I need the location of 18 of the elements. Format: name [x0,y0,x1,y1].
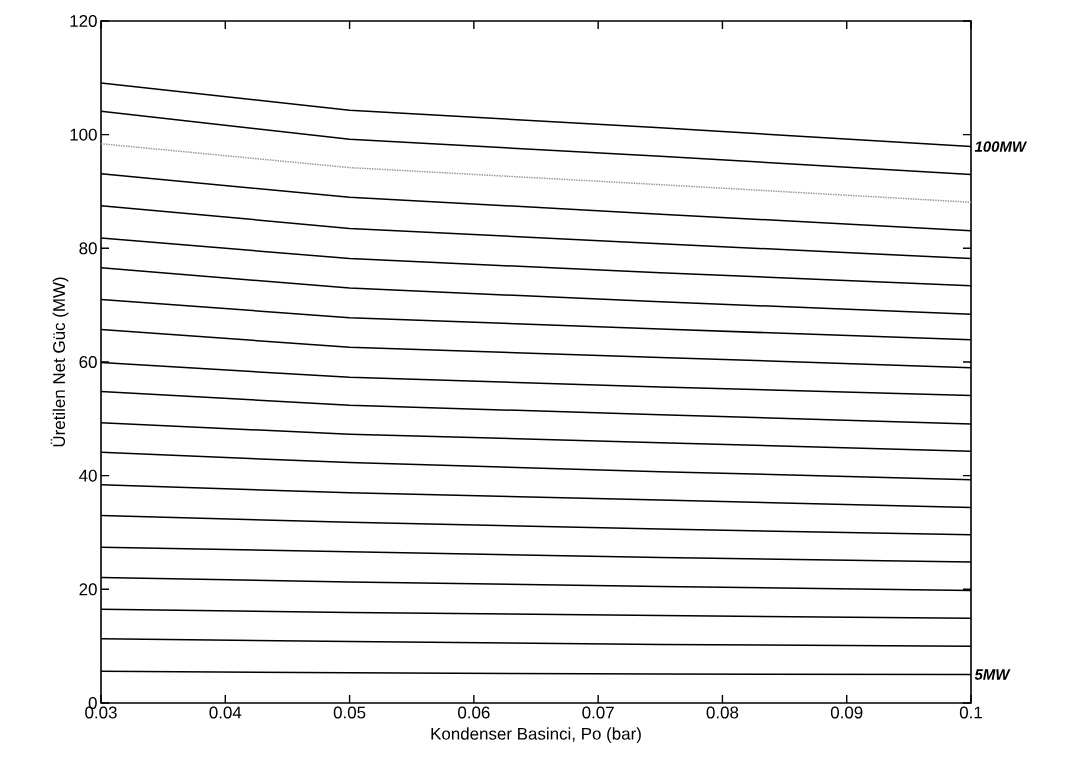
annotation: 100MW [974,141,1028,152]
x-tick-label: 0.04 [209,706,242,719]
y-tick-label: 80 [79,242,97,255]
y-tick-label: 40 [79,469,97,482]
y-axis-title: Üretilen Net Güc (MW) [50,277,69,447]
x-tick-label: 0.07 [582,706,614,719]
y-tick-label: 120 [70,14,97,27]
y-tick-label: 60 [79,355,97,368]
x-axis-title: Kondenser Basinci, Po (bar) [431,727,641,744]
annotation: 5MW [974,669,1011,680]
line-series [100,142,972,204]
x-tick-label: 0.06 [458,706,490,719]
x-tick-label: 0.05 [333,706,366,719]
x-tick-label: 0.09 [830,706,863,719]
x-tick-label: 0.08 [706,706,739,719]
x-tick-label: 0.1 [959,706,982,719]
y-tick-label: 20 [79,583,97,596]
y-tick-label: 100 [70,128,97,141]
